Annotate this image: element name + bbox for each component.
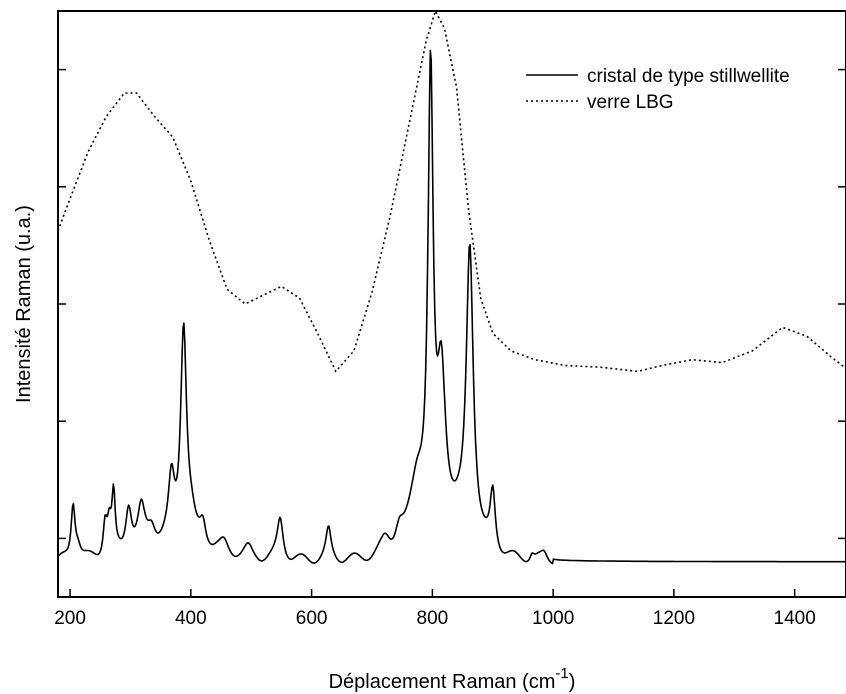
x-tick-label: 600 [296, 608, 328, 629]
legend-label-glass: verre LBG [587, 92, 674, 113]
x-tick-label: 1400 [774, 608, 816, 629]
plot-frame [57, 10, 846, 598]
series-line-cristal-stillwellite [57, 49, 846, 565]
y-axis-label: Intensité Raman (u.a.) [13, 205, 35, 403]
legend: cristal de type stillwellite verre LBG [526, 66, 790, 113]
x-axis-title: Déplacement Raman (cm-1) [329, 665, 576, 693]
x-tick-label: 400 [175, 608, 207, 629]
x-tick-label: 200 [54, 608, 86, 629]
svg-text:Déplacement Raman (cm-1): Déplacement Raman (cm-1) [329, 665, 576, 693]
x-axis-label-suffix: ) [569, 671, 576, 693]
y-axis-ticks [58, 68, 846, 540]
x-axis-ticks: 200 400 600 800 1000 1200 1400 [54, 589, 816, 629]
legend-label-crystal: cristal de type stillwellite [587, 66, 790, 87]
plot-area [57, 10, 846, 565]
x-axis-label-superscript: -1 [555, 665, 568, 682]
x-tick-label: 1200 [653, 608, 695, 629]
x-axis-label: Déplacement Raman (cm [329, 671, 556, 693]
x-tick-label: 800 [417, 608, 449, 629]
x-tick-label: 1000 [532, 608, 574, 629]
